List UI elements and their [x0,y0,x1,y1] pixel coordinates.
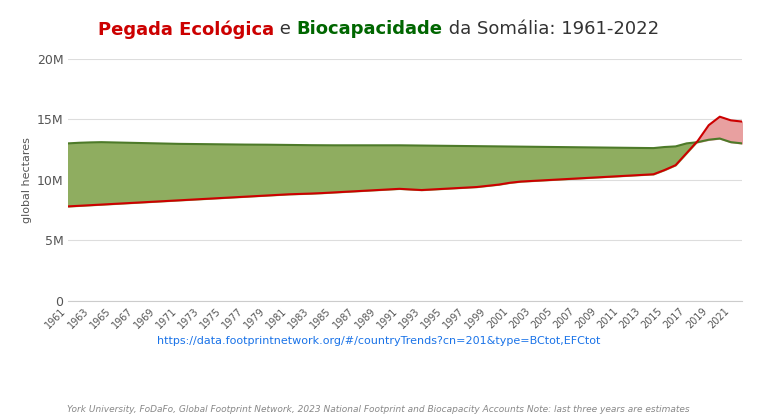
Text: Biocapacidade: Biocapacidade [297,20,443,38]
Text: Pegada Ecológica: Pegada Ecológica [98,20,274,38]
Text: da Somália: 1961-2022: da Somália: 1961-2022 [443,20,659,38]
Text: https://data.footprintnetwork.org/#/countryTrends?cn=201&type=BCtot,EFCtot: https://data.footprintnetwork.org/#/coun… [157,336,600,346]
Y-axis label: global hectares: global hectares [23,137,33,223]
Text: e: e [274,20,297,38]
Text: York University, FoDaFo, Global Footprint Network, 2023 National Footprint and B: York University, FoDaFo, Global Footprin… [67,405,690,414]
